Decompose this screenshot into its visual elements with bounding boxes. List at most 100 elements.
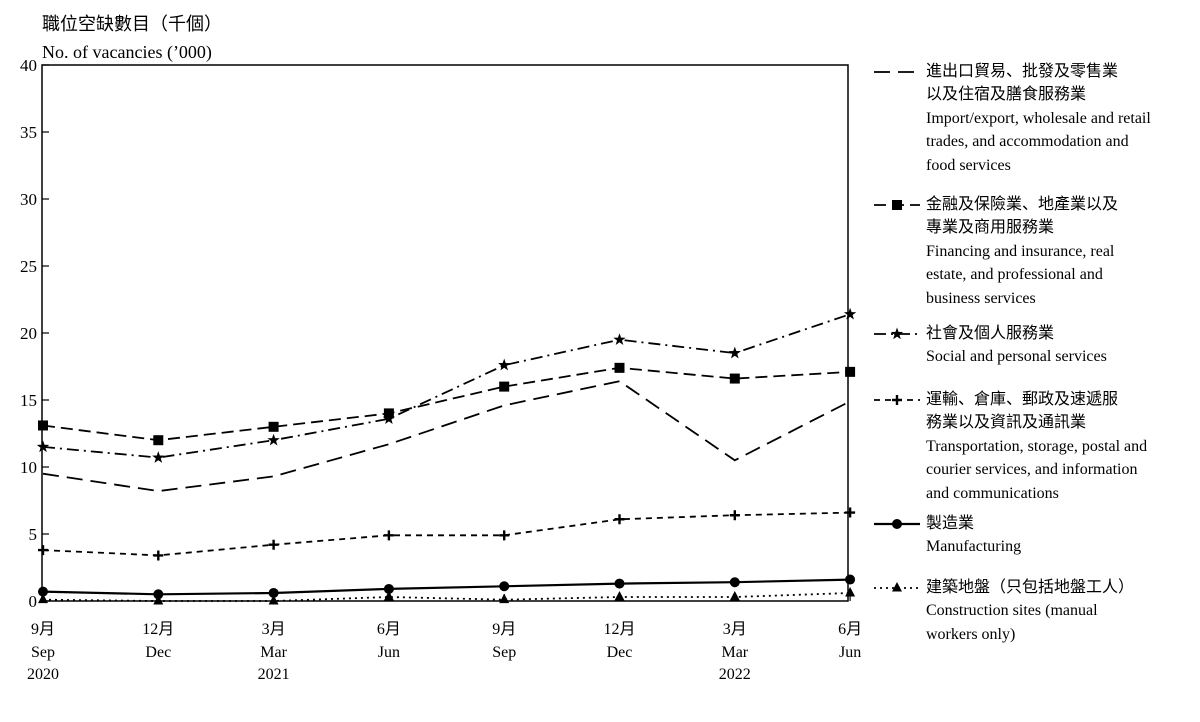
y-axis-title-chinese: 職位空缺數目（千個） bbox=[42, 14, 222, 34]
legend-label-trade: Import/export, wholesale and retail bbox=[926, 109, 1151, 127]
x-tick-label-month: 3月 bbox=[723, 621, 747, 638]
x-tick-label-abbr: Mar bbox=[721, 644, 748, 661]
series-social bbox=[36, 307, 857, 463]
y-axis-title-english: No. of vacancies (’000) bbox=[42, 42, 212, 62]
x-tick-label-abbr: Jun bbox=[378, 644, 400, 661]
legend-label-construction: Construction sites (manual bbox=[926, 602, 1098, 620]
x-tick-label-year: 2020 bbox=[27, 666, 59, 683]
data-point-finance bbox=[614, 362, 625, 373]
legend-label-construction: 建築地盤（只包括地盤工人） bbox=[926, 579, 1135, 596]
legend-label-social: 社會及個人服務業 bbox=[926, 325, 1055, 342]
x-tick-label-month: 6月 bbox=[377, 621, 401, 638]
data-point-finance bbox=[38, 420, 48, 431]
data-point-transport bbox=[614, 514, 625, 525]
x-tick-label-abbr: Jun bbox=[839, 644, 861, 661]
y-tick-label: 25 bbox=[20, 257, 37, 276]
data-point-social bbox=[267, 433, 280, 446]
data-point-social bbox=[613, 333, 626, 345]
legend-symbol-social bbox=[874, 327, 920, 340]
data-point-manufacturing bbox=[614, 578, 625, 589]
y-tick-label: 20 bbox=[20, 324, 37, 343]
series-line-construction bbox=[42, 592, 851, 602]
data-point-manufacturing bbox=[729, 577, 740, 588]
legend-label-transport: 務業以及資訊及通訊業 bbox=[926, 414, 1087, 432]
legend-label-finance: Financing and insurance, real bbox=[926, 242, 1115, 260]
series-group bbox=[36, 307, 857, 605]
y-tick-label: 0 bbox=[29, 592, 38, 611]
x-tick-label-year: 2022 bbox=[719, 666, 751, 683]
series-line-social bbox=[42, 313, 851, 459]
data-point-construction bbox=[268, 595, 279, 605]
data-point-transport bbox=[268, 539, 279, 550]
legend-symbol-finance bbox=[874, 200, 920, 210]
data-point-manufacturing bbox=[499, 581, 510, 592]
y-tick-label: 35 bbox=[20, 123, 37, 142]
legend-label-manufacturing: Manufacturing bbox=[926, 538, 1022, 556]
data-point-finance bbox=[153, 435, 164, 446]
legend-label-construction: workers only) bbox=[926, 625, 1016, 643]
legend-label-trade: trades, and accommodation and bbox=[926, 133, 1129, 151]
data-point-manufacturing bbox=[268, 587, 279, 598]
y-axis: 0 5 10 15 20 25 30 35 40 bbox=[20, 56, 49, 611]
data-point-construction bbox=[729, 590, 740, 601]
x-tick-label-month: 12月 bbox=[142, 621, 174, 638]
data-point-transport bbox=[499, 530, 510, 541]
legend-label-transport: courier services, and information bbox=[926, 461, 1138, 479]
data-point-transport bbox=[38, 545, 48, 556]
legend-marker-transport bbox=[892, 395, 902, 405]
legend-label-finance: estate, and professional and bbox=[926, 266, 1103, 284]
legend-label-trade: 以及住宿及膳食服務業 bbox=[926, 86, 1087, 104]
y-tick-label: 40 bbox=[20, 56, 37, 75]
data-point-construction bbox=[153, 595, 164, 605]
series-construction bbox=[38, 586, 856, 605]
y-tick-label: 30 bbox=[20, 190, 37, 209]
data-point-manufacturing bbox=[38, 586, 48, 597]
x-tick-label-abbr: Dec bbox=[145, 644, 171, 661]
x-tick-label-month: 9月 bbox=[31, 621, 55, 638]
data-point-manufacturing bbox=[153, 589, 164, 600]
series-line-finance bbox=[42, 366, 851, 442]
series-line-manufacturing bbox=[42, 578, 851, 596]
x-axis: 9月 Sep 2020 12月 Dec 3月 Mar 2021 6月 Jun 9月 Sep 12月 Dec… bbox=[27, 594, 862, 683]
legend-label-finance: 專業及商用服務業 bbox=[926, 219, 1055, 237]
data-point-social bbox=[36, 440, 50, 453]
legend-label-manufacturing: 製造業 bbox=[926, 515, 975, 532]
series-line-trade bbox=[42, 380, 851, 493]
data-point-construction bbox=[845, 586, 856, 597]
legend-label-transport: 運輸、倉庫、郵政及速遞服 bbox=[926, 391, 1119, 408]
data-point-social bbox=[498, 358, 511, 371]
legend-marker-manufacturing bbox=[892, 519, 902, 529]
x-tick-label-year: 2021 bbox=[258, 666, 290, 683]
legend-marker-social bbox=[890, 327, 904, 340]
x-tick-label-abbr: Dec bbox=[607, 644, 633, 661]
data-point-construction bbox=[38, 593, 48, 604]
data-point-construction bbox=[614, 590, 625, 601]
y-tick-label: 5 bbox=[29, 525, 38, 544]
x-tick-label-month: 3月 bbox=[262, 621, 286, 638]
x-tick-label-month: 6月 bbox=[838, 621, 862, 638]
legend-marker-finance bbox=[892, 200, 902, 210]
legend-symbol-trade bbox=[874, 71, 920, 73]
x-tick-label-abbr: Mar bbox=[260, 644, 287, 661]
x-tick-label-abbr: Sep bbox=[492, 644, 516, 661]
series-line-transport bbox=[42, 511, 851, 557]
legend-label-transport: Transportation, storage, postal and bbox=[926, 437, 1148, 455]
plot-frame bbox=[41, 64, 849, 602]
data-point-finance bbox=[268, 421, 279, 432]
legend-label-social: Social and personal services bbox=[926, 348, 1107, 366]
data-point-social bbox=[382, 412, 396, 425]
data-point-construction bbox=[499, 593, 510, 604]
data-point-construction bbox=[383, 590, 394, 601]
legend-label-trade: 進出口貿易、批發及零售業 bbox=[926, 63, 1119, 80]
x-tick-label-month: 9月 bbox=[492, 621, 516, 638]
y-tick-label: 15 bbox=[20, 391, 37, 410]
data-point-transport bbox=[845, 507, 856, 518]
data-point-manufacturing bbox=[845, 574, 856, 585]
series-transport bbox=[38, 507, 856, 561]
legend-symbol-transport bbox=[874, 395, 920, 405]
series-trade bbox=[42, 380, 851, 493]
data-point-transport bbox=[729, 510, 740, 521]
data-point-transport bbox=[153, 550, 164, 561]
series-manufacturing bbox=[38, 574, 856, 600]
